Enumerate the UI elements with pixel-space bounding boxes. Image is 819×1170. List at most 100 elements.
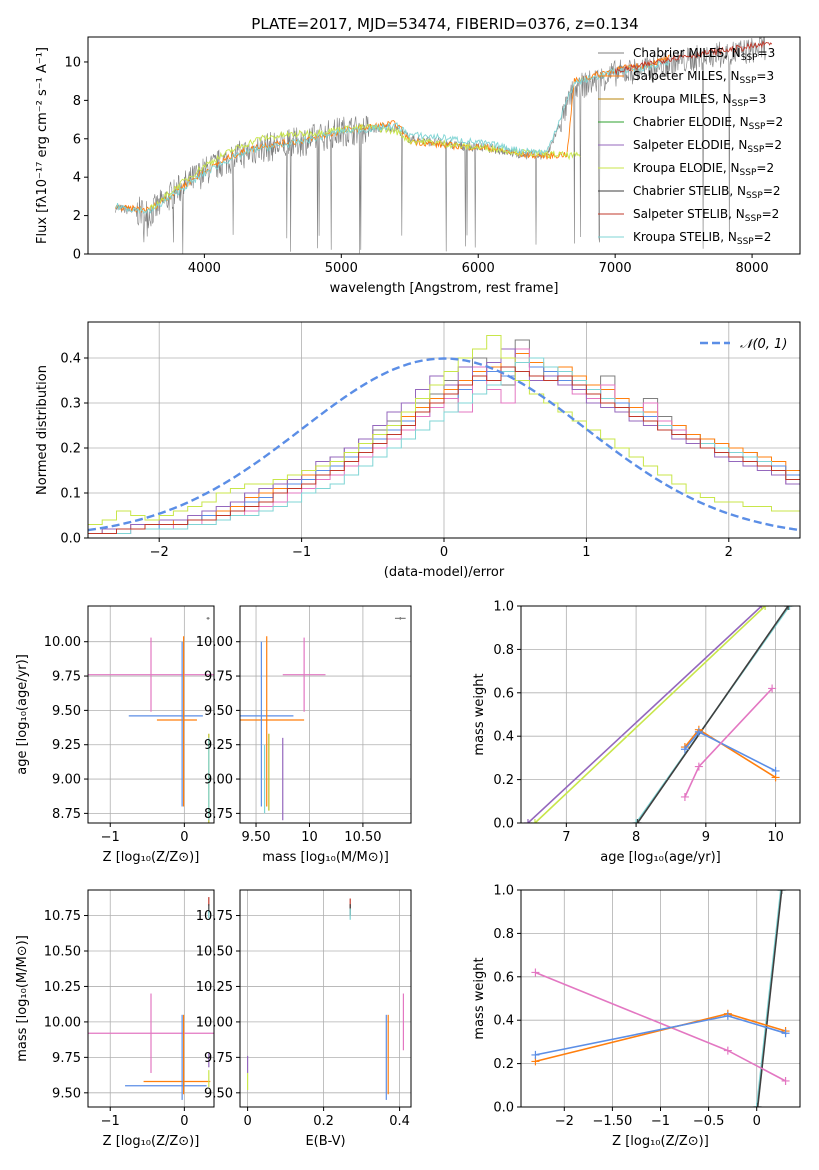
y-tick-label: 10.75 bbox=[44, 909, 81, 924]
weight-marker bbox=[781, 1076, 790, 1085]
legend-subscript: SSP bbox=[740, 168, 757, 178]
legend-subscript: SSP bbox=[740, 76, 757, 86]
panel-weight-vs-Z: −2 −1.50 −1 −0.5 0 0.0 0.2 0.4 0.6 0.8 1.0 Z [log₁₀… bbox=[472, 884, 801, 1149]
y-tick-label: 9.00 bbox=[204, 773, 233, 788]
x-axis-label: E(B-V) bbox=[305, 1134, 345, 1149]
x-tick-label: 10 bbox=[767, 830, 784, 845]
x-tick-label: 1 bbox=[582, 545, 590, 560]
x-tick-label: 9 bbox=[702, 830, 710, 845]
legend-label: Salpeter MILES, NSSP=3 bbox=[633, 69, 774, 86]
legend-value: =3 bbox=[749, 92, 767, 106]
weight-line bbox=[636, 606, 789, 823]
y-tick-label: 10.00 bbox=[44, 1015, 81, 1030]
y-tick-label: 0.8 bbox=[493, 643, 514, 658]
legend-subscript: SSP bbox=[746, 191, 763, 201]
weight-marker bbox=[531, 968, 540, 977]
grid bbox=[521, 889, 800, 1108]
axes-frame bbox=[520, 605, 801, 824]
weight-marker bbox=[633, 819, 642, 823]
weight-line bbox=[534, 606, 766, 823]
y-tick-label: 8.75 bbox=[204, 807, 233, 822]
plot-area bbox=[88, 616, 214, 823]
x-tick-label: 0 bbox=[753, 1114, 761, 1129]
x-tick-label: −0.5 bbox=[693, 1114, 725, 1129]
grid bbox=[88, 322, 800, 539]
y-tick-label: 10.50 bbox=[44, 944, 81, 959]
legend-label: Salpeter ELODIE, NSSP=2 bbox=[633, 138, 782, 155]
weight-marker bbox=[531, 1050, 540, 1059]
y-tick-label: 9.50 bbox=[52, 1086, 81, 1101]
axes-frame bbox=[239, 605, 412, 824]
x-axis-label: (data-model)/error bbox=[384, 565, 505, 580]
weight-marker bbox=[723, 1011, 732, 1020]
weight-marker bbox=[777, 890, 786, 894]
legend-subscript: SSP bbox=[737, 237, 754, 247]
y-tick-label: 10.25 bbox=[196, 980, 233, 995]
panel-mass-vs-EBV: 0 0.2 0.4 9.50 9.75 10.00 10.25 10.50 10.75 E(B-V… bbox=[196, 889, 412, 1149]
plot-area bbox=[88, 897, 214, 1100]
grid bbox=[240, 606, 411, 823]
y-tick-label: 10.25 bbox=[44, 980, 81, 995]
x-tick-label: −1 bbox=[292, 545, 311, 560]
x-tick-label: 5000 bbox=[325, 261, 358, 276]
y-tick-label: 0.1 bbox=[60, 487, 81, 502]
legend-value: =2 bbox=[764, 138, 782, 152]
y-tick-label: 9.50 bbox=[204, 704, 233, 719]
legend-label: Kroupa STELIB, NSSP=2 bbox=[633, 230, 771, 247]
x-tick-label: 0 bbox=[180, 830, 188, 845]
legend-label: Chabrier STELIB, NSSP=2 bbox=[633, 184, 781, 201]
y-tick-label: 2 bbox=[73, 209, 81, 224]
x-tick-label: 8 bbox=[632, 830, 640, 845]
y-tick-label: 9.50 bbox=[204, 1086, 233, 1101]
x-tick-label: 6000 bbox=[462, 261, 495, 276]
y-tick-label: 8.75 bbox=[52, 807, 81, 822]
y-tick-label: 0.4 bbox=[493, 1014, 514, 1029]
y-tick-label: 10.00 bbox=[44, 635, 81, 650]
weight-marker bbox=[694, 762, 703, 771]
histogram-step bbox=[88, 366, 800, 534]
panel-weight-vs-age: 7 8 9 10 0.0 0.2 0.4 0.6 0.8 1.0 age [log₁₀(age/yr… bbox=[472, 600, 801, 865]
x-tick-label: 0 bbox=[180, 1114, 188, 1129]
model-spectrum bbox=[115, 59, 671, 214]
y-tick-label: 0.6 bbox=[493, 970, 514, 985]
x-tick-label: −1 bbox=[651, 1114, 670, 1129]
weight-line bbox=[684, 687, 773, 798]
legend-subscript: SSP bbox=[741, 53, 758, 63]
y-tick-label: 0.0 bbox=[493, 817, 514, 832]
plot-area bbox=[114, 37, 773, 254]
x-tick-label: 2 bbox=[725, 545, 733, 560]
y-axis-label: mass [log₁₀(M/M⊙)] bbox=[15, 935, 30, 1062]
y-tick-label: 4 bbox=[73, 171, 81, 186]
y-tick-label: 0.4 bbox=[60, 352, 81, 367]
gaussian-curve bbox=[88, 357, 800, 532]
x-tick-label: 0 bbox=[440, 545, 448, 560]
y-tick-label: 10.75 bbox=[196, 909, 233, 924]
y-tick-label: 0.0 bbox=[60, 532, 81, 547]
plot-area bbox=[240, 616, 406, 821]
axes-frame bbox=[239, 889, 412, 1108]
weight-marker bbox=[761, 606, 770, 610]
x-tick-label: 10.50 bbox=[344, 830, 381, 845]
weight-marker bbox=[785, 606, 794, 610]
y-tick-label: 10 bbox=[64, 55, 81, 70]
axes-frame bbox=[87, 889, 215, 1108]
weight-marker bbox=[530, 819, 539, 823]
y-tick-label: 9.75 bbox=[52, 670, 81, 685]
x-tick-label: 10 bbox=[301, 830, 318, 845]
x-tick-label: 4000 bbox=[188, 261, 221, 276]
y-tick-label: 9.75 bbox=[52, 1051, 81, 1066]
x-tick-label: 0 bbox=[243, 1114, 251, 1129]
legend-subscript: SSP bbox=[745, 214, 762, 224]
x-axis-label: Z [log₁₀(Z/Z⊙)] bbox=[103, 1134, 200, 1149]
y-tick-label: 6 bbox=[73, 132, 81, 147]
legend-value: =2 bbox=[763, 184, 781, 198]
panel-age-vs-Z: −1 0 8.75 9.00 9.25 9.50 9.75 10.00 Z [log₁₀(Z/Z… bbox=[15, 605, 215, 865]
x-tick-label: −2 bbox=[150, 545, 169, 560]
y-axis-label: Flux [fλ10⁻¹⁷ erg cm⁻² s⁻¹ A⁻¹] bbox=[35, 47, 50, 244]
x-tick-label: 7 bbox=[562, 830, 570, 845]
weight-marker bbox=[752, 1103, 761, 1107]
y-tick-label: 9.75 bbox=[204, 670, 233, 685]
grid bbox=[240, 890, 411, 1107]
x-tick-label: 7000 bbox=[599, 261, 632, 276]
